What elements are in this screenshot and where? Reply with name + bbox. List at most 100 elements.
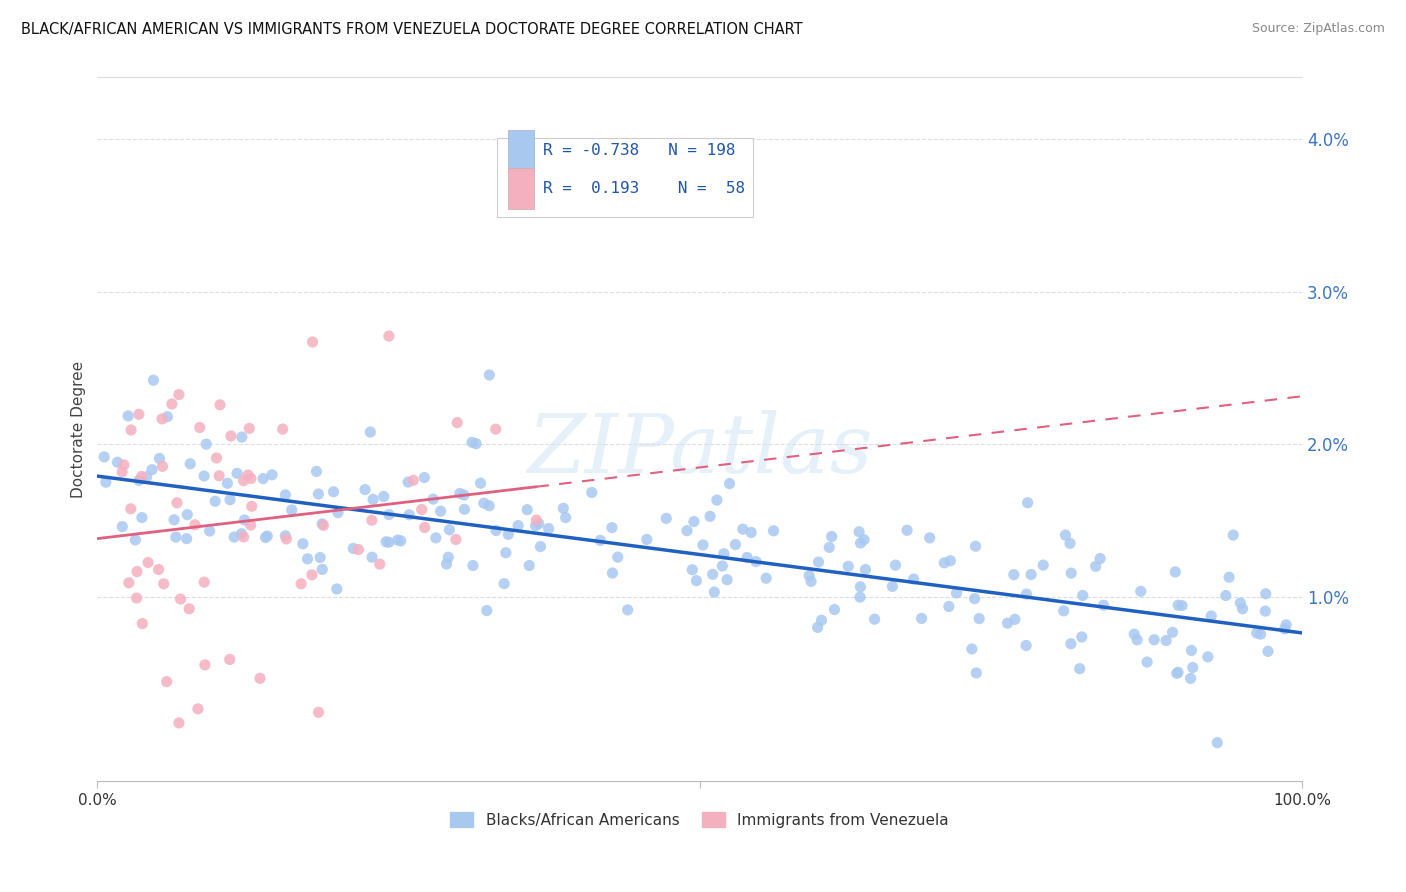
Point: [910, 611, 932, 625]
Point: [136, 556, 159, 570]
Point: [444, 533, 467, 547]
Point: [311, 516, 333, 531]
Point: [1129, 584, 1152, 599]
Point: [389, 533, 412, 548]
Point: [810, 613, 832, 627]
Point: [166, 496, 188, 510]
Point: [378, 535, 401, 549]
Point: [239, 518, 262, 533]
Point: [187, 702, 209, 716]
Point: [470, 476, 492, 491]
Point: [398, 508, 420, 522]
Point: [305, 464, 328, 478]
Text: BLACK/AFRICAN AMERICAN VS IMMIGRANTS FROM VENEZUELA DOCTORATE DEGREE CORRELATION: BLACK/AFRICAN AMERICAN VS IMMIGRANTS FRO…: [21, 22, 803, 37]
Point: [312, 518, 335, 533]
Point: [156, 674, 179, 689]
Point: [141, 463, 163, 477]
Point: [799, 568, 821, 582]
Point: [322, 484, 344, 499]
Point: [1069, 662, 1091, 676]
Point: [939, 554, 962, 568]
Point: [347, 542, 370, 557]
Point: [131, 469, 153, 483]
Point: [194, 657, 217, 672]
Point: [218, 652, 240, 666]
Point: [256, 529, 278, 543]
Point: [125, 591, 148, 605]
Point: [156, 409, 179, 424]
Point: [849, 536, 872, 550]
Point: [965, 539, 987, 553]
Point: [232, 474, 254, 488]
Point: [918, 531, 941, 545]
Point: [692, 538, 714, 552]
Point: [131, 616, 153, 631]
Point: [1070, 630, 1092, 644]
Point: [219, 492, 242, 507]
Point: [124, 533, 146, 547]
Point: [429, 504, 451, 518]
Point: [762, 524, 785, 538]
Point: [301, 334, 323, 349]
Point: [1254, 587, 1277, 601]
Point: [655, 511, 678, 525]
Point: [1123, 627, 1146, 641]
Point: [848, 524, 870, 539]
Point: [731, 522, 754, 536]
Point: [606, 550, 628, 565]
Point: [94, 475, 117, 490]
Point: [1088, 551, 1111, 566]
Point: [461, 435, 484, 450]
Point: [1164, 565, 1187, 579]
Point: [361, 492, 384, 507]
Point: [453, 502, 475, 516]
Point: [478, 499, 501, 513]
Point: [472, 496, 495, 510]
Point: [1154, 633, 1177, 648]
Point: [280, 503, 302, 517]
Point: [387, 533, 409, 548]
Point: [1180, 672, 1202, 686]
Point: [290, 576, 312, 591]
Point: [1274, 622, 1296, 636]
Point: [699, 509, 721, 524]
Point: [128, 408, 150, 422]
Point: [963, 591, 986, 606]
Point: [581, 485, 603, 500]
Point: [169, 592, 191, 607]
Point: [526, 513, 548, 527]
Point: [516, 502, 538, 516]
Point: [1084, 559, 1107, 574]
Point: [1019, 567, 1042, 582]
Point: [1275, 618, 1298, 632]
Point: [274, 529, 297, 543]
Point: [297, 552, 319, 566]
Point: [93, 450, 115, 464]
Point: [236, 468, 259, 483]
Point: [208, 468, 231, 483]
Point: [945, 586, 967, 600]
Point: [1250, 627, 1272, 641]
Point: [163, 513, 186, 527]
Point: [903, 572, 925, 586]
Point: [167, 387, 190, 401]
Point: [204, 494, 226, 508]
Text: ZIPatlas: ZIPatlas: [527, 410, 873, 491]
Point: [184, 517, 207, 532]
Point: [249, 671, 271, 685]
Point: [179, 602, 201, 616]
Point: [128, 473, 150, 487]
Point: [453, 488, 475, 502]
Point: [600, 521, 623, 535]
Point: [148, 451, 170, 466]
Point: [724, 538, 747, 552]
Text: Source: ZipAtlas.com: Source: ZipAtlas.com: [1251, 22, 1385, 36]
Point: [745, 555, 768, 569]
Point: [807, 620, 830, 634]
Point: [217, 476, 239, 491]
Point: [396, 475, 419, 489]
Point: [498, 527, 520, 541]
Point: [195, 437, 218, 451]
Point: [934, 556, 956, 570]
Point: [1229, 596, 1251, 610]
